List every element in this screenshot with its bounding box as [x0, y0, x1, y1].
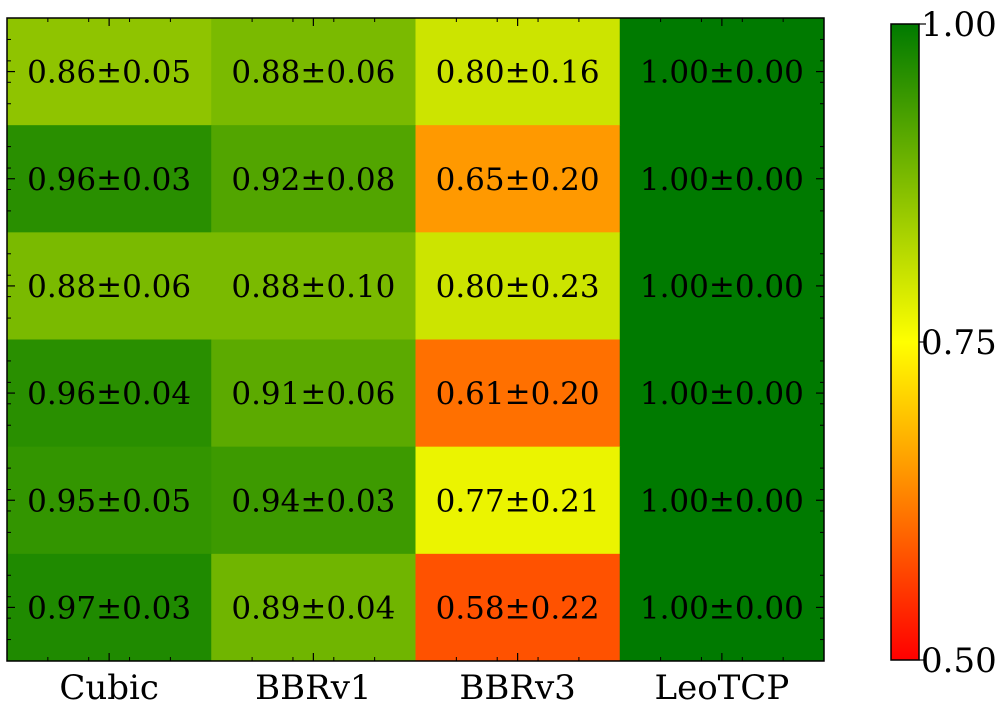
- cell-value-label: 0.61±0.20: [436, 376, 600, 412]
- heatmap-cell: [415, 232, 621, 340]
- heatmap-cell: [415, 18, 621, 126]
- cell-value-label: 0.65±0.20: [436, 162, 600, 198]
- heatmap-cell: [211, 339, 416, 448]
- colorbar-ticks: 0.50 0.75 1.00: [919, 5, 997, 681]
- heatmap-cell: [7, 553, 212, 662]
- heatmap-cell: [211, 553, 416, 662]
- cell-value-label: 1.00±0.00: [640, 162, 804, 198]
- heatmap-cell: [211, 18, 416, 126]
- heatmap-cell: [619, 18, 825, 126]
- heatmap-cell: [7, 339, 212, 448]
- cell-value-label: 0.95±0.05: [27, 483, 191, 519]
- heatmap-cell: [619, 125, 825, 233]
- colorbar-tick-label: 1.00: [921, 5, 997, 45]
- heatmap-cell: [619, 232, 825, 340]
- heatmap-cell: [7, 125, 212, 233]
- cell-value-label: 0.97±0.03: [27, 590, 191, 626]
- axis-ticks: [7, 18, 824, 661]
- cell-value-label: 0.77±0.21: [436, 483, 600, 519]
- heatmap-cell: [7, 232, 212, 340]
- cell-value-label: 1.00±0.00: [640, 269, 804, 305]
- heatmap-cell: [7, 446, 212, 555]
- heatmap-cell: [619, 339, 825, 448]
- heatmap-cells: [7, 18, 825, 662]
- heatmap-cell: [7, 18, 212, 126]
- heatmap-cell: [619, 553, 825, 662]
- colorbar-tick-label: 0.75: [921, 323, 997, 363]
- colorbar: [890, 23, 920, 661]
- cell-value-label: 0.88±0.10: [231, 269, 395, 305]
- cell-value-label: 0.86±0.05: [27, 55, 191, 91]
- x-axis-tick-labels: Cubic BBRv1 BBRv3 LeoTCP: [59, 668, 789, 708]
- cell-value-label: 1.00±0.00: [640, 483, 804, 519]
- cell-value-label: 0.88±0.06: [231, 55, 395, 91]
- heatmap-cell: [211, 125, 416, 233]
- cell-value-label: 0.80±0.23: [436, 269, 600, 305]
- cell-value-label: 0.92±0.08: [231, 162, 395, 198]
- heatmap-cell-labels: 0.86±0.05 0.88±0.06 0.80±0.16 1.00±0.00 0.96…: [27, 55, 804, 627]
- x-tick-label: Cubic: [59, 668, 159, 708]
- cell-value-label: 0.91±0.06: [231, 376, 395, 412]
- cell-value-label: 0.96±0.03: [27, 162, 191, 198]
- colorbar-tick-label: 0.50: [921, 641, 997, 681]
- cell-value-label: 0.88±0.06: [27, 269, 191, 305]
- cell-value-label: 1.00±0.00: [640, 376, 804, 412]
- cell-value-label: 1.00±0.00: [640, 590, 804, 626]
- x-tick-label: BBRv1: [255, 668, 371, 708]
- heatmap-cell: [415, 553, 621, 662]
- plot-frame: [6, 17, 825, 662]
- heatmap-cell: [415, 125, 621, 233]
- cell-value-label: 0.96±0.04: [27, 376, 191, 412]
- heatmap-cell: [211, 232, 416, 340]
- heatmap-cell: [619, 446, 825, 555]
- x-tick-label: BBRv3: [459, 668, 575, 708]
- x-tick-label: LeoTCP: [655, 668, 790, 708]
- cell-value-label: 0.89±0.04: [231, 590, 395, 626]
- heatmap-cell: [211, 446, 416, 555]
- cell-value-label: 0.94±0.03: [231, 483, 395, 519]
- cell-value-label: 1.00±0.00: [640, 55, 804, 91]
- cell-value-label: 0.58±0.22: [436, 590, 600, 626]
- cell-value-label: 0.80±0.16: [436, 55, 600, 91]
- heatmap-cell: [415, 339, 621, 448]
- heatmap-cell: [415, 446, 621, 555]
